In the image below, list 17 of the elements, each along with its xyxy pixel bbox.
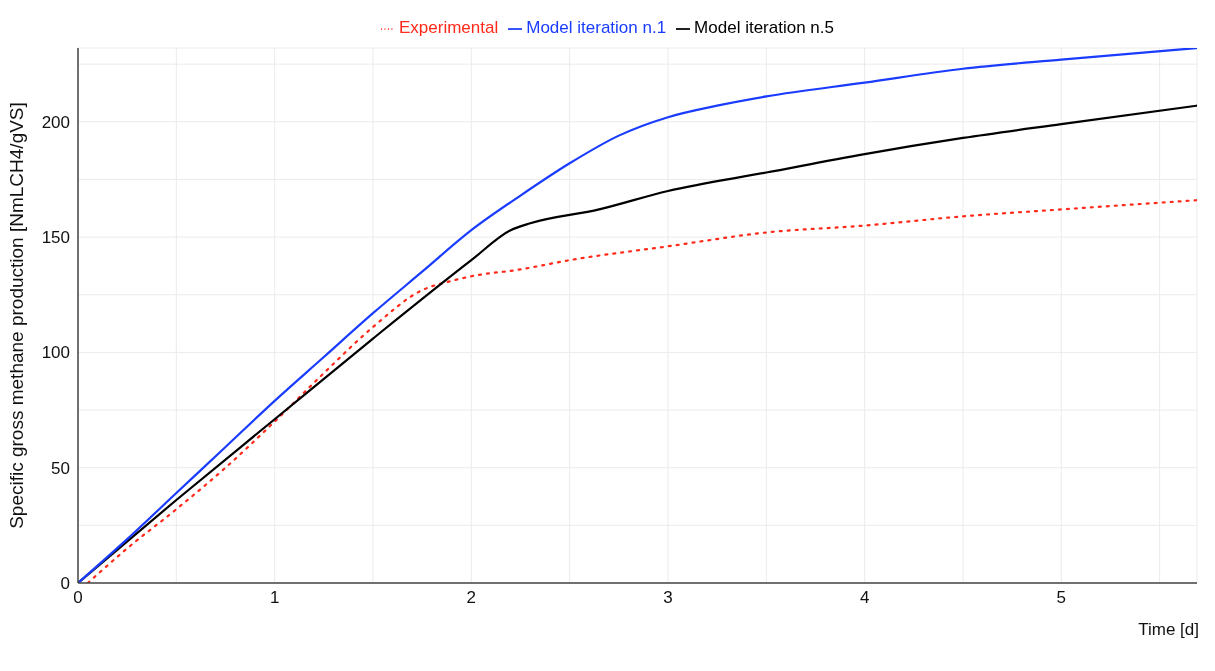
legend-label: Model iteration n.5 [694,18,834,37]
x-tick-label: 3 [663,588,673,608]
y-tick-label: 50 [51,458,70,478]
x-tick-label: 4 [859,588,870,608]
x-tick-label: 5 [1056,588,1067,608]
x-axis-title: Time [d] [1138,620,1199,639]
y-tick-label: 0 [60,574,70,594]
x-tick-label: 1 [269,588,280,608]
y-axis-title: Specific gross methane production [NmLCH4/gVS] [5,102,27,529]
y-tick-label: 200 [41,112,70,132]
x-tick-label: 0 [73,588,83,608]
x-tick-label: 2 [466,588,477,608]
legend-label: Model iteration n.1 [526,18,667,37]
legend-label: Experimental [399,18,499,37]
y-tick-label: 100 [41,343,70,363]
line-series [86,199,1197,583]
y-tick-label: 150 [41,228,70,248]
